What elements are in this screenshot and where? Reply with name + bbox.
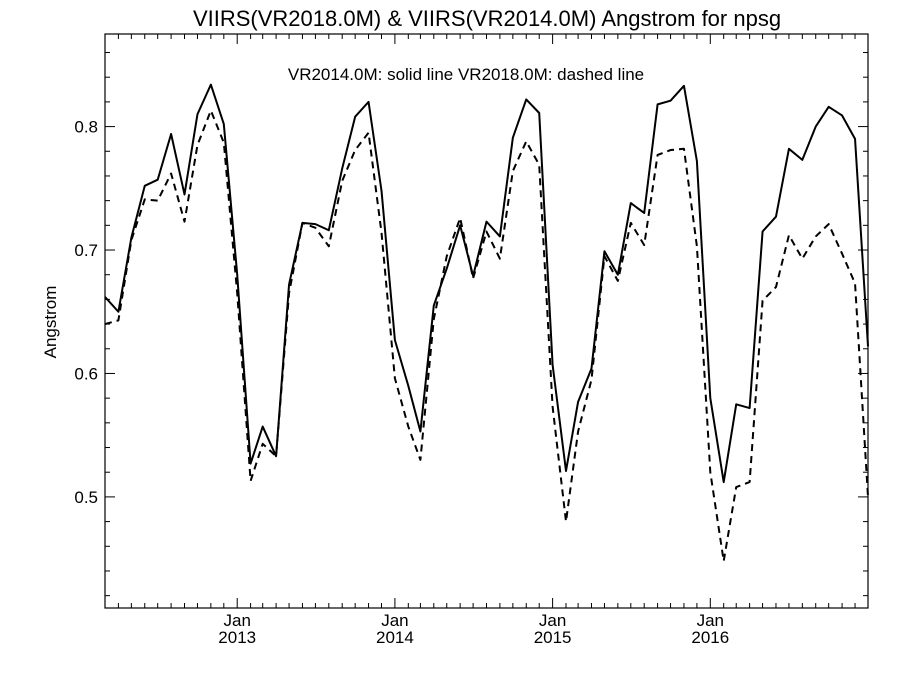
y-tick-label: 0.7 xyxy=(74,241,98,260)
legend-annotation: VR2014.0M: solid line VR2018.0M: dashed … xyxy=(288,65,644,84)
x-tick-label-month: Jan xyxy=(223,611,250,630)
x-tick-label-year: 2015 xyxy=(534,628,572,647)
series-line-dashed xyxy=(104,109,869,563)
x-tick-label-month: Jan xyxy=(381,611,408,630)
x-tick-label-year: 2014 xyxy=(376,628,414,647)
x-tick-label-month: Jan xyxy=(539,611,566,630)
x-tick-label-year: 2016 xyxy=(691,628,729,647)
y-axis-label: Angstrom xyxy=(41,286,60,359)
y-tick-label: 0.5 xyxy=(74,488,98,507)
plot-frame xyxy=(104,33,869,609)
x-tick-label-month: Jan xyxy=(697,611,724,630)
x-tick-label-year: 2013 xyxy=(218,628,256,647)
y-tick-label: 0.6 xyxy=(74,364,98,383)
y-tick-label: 0.8 xyxy=(74,118,98,137)
series-line-solid xyxy=(104,83,869,484)
chart-title: VIIRS(VR2018.0M) & VIIRS(VR2014.0M) Angs… xyxy=(193,6,781,31)
